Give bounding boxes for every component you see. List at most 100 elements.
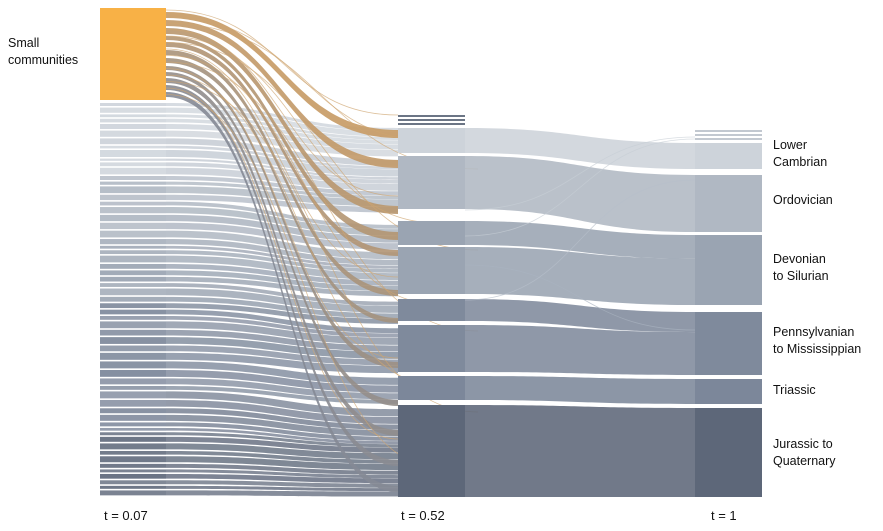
flow-left-mid (166, 473, 398, 484)
label-line: Cambrian (773, 155, 828, 169)
label-triassic: Triassic (773, 382, 816, 399)
flow-small-communities (166, 20, 398, 168)
node-left-stratum (100, 321, 166, 329)
flow-small-communities (166, 36, 398, 240)
flow-left-mid (166, 194, 398, 213)
flow-left-mid (166, 391, 398, 417)
node-left-stratum (100, 303, 166, 309)
node-left-stratum (100, 214, 166, 222)
node-left-stratum (100, 124, 166, 129)
node-left-stratum (100, 473, 166, 479)
flow-thread (165, 29, 399, 197)
node-left-stratum (100, 352, 166, 360)
node-left-stratum (100, 432, 166, 436)
node-left-stratum (100, 443, 166, 450)
label-line: communities (8, 53, 79, 67)
flow-small-communities (166, 50, 398, 296)
flow-mid-right (465, 128, 695, 169)
node-left-stratum (100, 207, 166, 214)
flow-thread (165, 48, 399, 278)
node-left-stratum (100, 378, 166, 385)
label-devonian-silurian: Devonian to Silurian (773, 251, 829, 285)
flow-small-communities (166, 42, 398, 256)
node-left-stratum (100, 175, 166, 180)
right-thin-node (695, 134, 762, 136)
flow-mid-right (465, 405, 695, 497)
flow-left-mid (166, 239, 398, 266)
node-right-segment (695, 408, 762, 497)
node-right-segment (695, 235, 762, 305)
node-left-stratum (100, 186, 166, 194)
node-left-stratum (100, 103, 166, 106)
time-label-start: t = 0.07 (104, 508, 148, 523)
node-left-stratum (100, 288, 166, 296)
node-left-stratum (100, 450, 166, 455)
node-left-stratum (100, 385, 166, 390)
node-left-stratum (100, 162, 166, 167)
node-left-stratum (100, 490, 166, 496)
node-left-stratum (100, 337, 166, 344)
label-line: to Silurian (773, 269, 829, 283)
node-left-stratum (100, 463, 166, 468)
flow-mid-right (465, 156, 695, 232)
flow-small-communities (166, 85, 398, 466)
node-left-stratum (100, 150, 166, 157)
node-left-stratum (100, 315, 166, 320)
node-left-stratum (100, 345, 166, 352)
flow-left-mid (166, 138, 398, 166)
flow-left-mid (166, 118, 398, 145)
flow-small-communities (166, 92, 398, 492)
node-left-stratum (100, 276, 166, 282)
sankey-nodes (100, 8, 762, 497)
node-left-stratum (100, 329, 166, 336)
node-left-stratum (100, 399, 166, 407)
node-left-stratum (100, 181, 166, 185)
flow-left-mid (166, 456, 398, 471)
right-thin-node (695, 130, 762, 132)
node-left-stratum (100, 145, 166, 149)
node-left-stratum (100, 283, 166, 287)
node-right-segment (695, 312, 762, 375)
flow-mid-right (465, 247, 695, 305)
flow-mid-right (465, 299, 695, 333)
flow-left-mid (166, 270, 398, 291)
node-left-stratum (100, 158, 166, 161)
node-left-stratum (100, 485, 166, 489)
flow-left-mid (166, 303, 398, 324)
flow-left-mid (166, 427, 398, 444)
flow-left-mid (166, 214, 398, 243)
flow-thread (464, 179, 696, 301)
node-left-stratum (100, 414, 166, 421)
node-left-stratum (100, 427, 166, 431)
flow-left-mid (166, 145, 398, 170)
label-line: Devonian (773, 252, 826, 266)
flow-thread (464, 136, 696, 211)
flow-thread (165, 94, 439, 467)
node-left-stratum (100, 361, 166, 369)
node-middle-segment (398, 156, 465, 209)
mid-thin-node (398, 119, 465, 121)
node-left-stratum (100, 114, 166, 118)
label-line: Triassic (773, 383, 816, 397)
flow-left-mid (166, 186, 398, 207)
node-right-segment (695, 175, 762, 232)
node-right-segment (695, 379, 762, 404)
node-left-stratum (100, 436, 166, 442)
flow-left-mid (166, 432, 398, 448)
flow-thread (165, 16, 439, 143)
flow-small-communities (166, 78, 398, 436)
node-left-stratum (100, 255, 166, 263)
flow-small-communities (166, 58, 398, 323)
label-line: Quaternary (773, 454, 836, 468)
flow-mid-right (465, 376, 695, 404)
flow-left-mid (166, 158, 398, 180)
node-left-stratum (100, 118, 166, 123)
node-right-segment (695, 143, 762, 169)
flow-left-mid (166, 296, 398, 319)
label-line: Pennsylvanian (773, 325, 855, 339)
flow-small-communities (166, 12, 398, 138)
flow-left-mid (166, 399, 398, 424)
flow-left-mid (166, 288, 398, 313)
flow-thread (464, 264, 696, 331)
flow-left-mid (166, 443, 398, 460)
